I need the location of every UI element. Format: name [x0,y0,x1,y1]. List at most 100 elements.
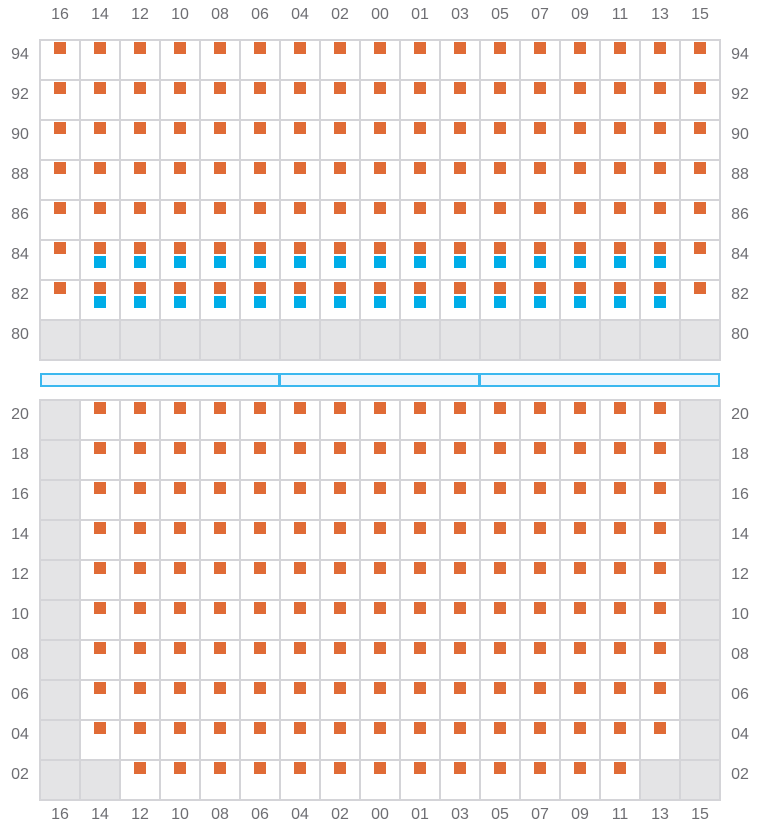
orange-marker[interactable] [414,562,426,574]
orange-marker[interactable] [134,722,146,734]
orange-marker[interactable] [134,162,146,174]
orange-marker[interactable] [454,402,466,414]
orange-marker[interactable] [134,522,146,534]
orange-marker[interactable] [374,162,386,174]
orange-marker[interactable] [654,482,666,494]
orange-marker[interactable] [214,762,226,774]
orange-marker[interactable] [654,42,666,54]
orange-marker[interactable] [374,562,386,574]
orange-marker[interactable] [574,442,586,454]
orange-marker[interactable] [334,42,346,54]
orange-marker[interactable] [694,282,706,294]
orange-marker[interactable] [94,42,106,54]
orange-marker[interactable] [254,482,266,494]
orange-marker[interactable] [534,642,546,654]
orange-marker[interactable] [134,482,146,494]
orange-marker[interactable] [294,82,306,94]
orange-marker[interactable] [454,242,466,254]
orange-marker[interactable] [254,442,266,454]
orange-marker[interactable] [254,282,266,294]
orange-marker[interactable] [54,82,66,94]
orange-marker[interactable] [414,242,426,254]
orange-marker[interactable] [94,482,106,494]
orange-marker[interactable] [54,162,66,174]
orange-marker[interactable] [614,642,626,654]
orange-marker[interactable] [374,642,386,654]
orange-marker[interactable] [494,42,506,54]
orange-marker[interactable] [174,82,186,94]
orange-marker[interactable] [414,202,426,214]
orange-marker[interactable] [614,82,626,94]
orange-marker[interactable] [174,522,186,534]
orange-marker[interactable] [334,682,346,694]
orange-marker[interactable] [174,442,186,454]
orange-marker[interactable] [294,442,306,454]
orange-marker[interactable] [94,642,106,654]
orange-marker[interactable] [534,202,546,214]
blue-marker[interactable] [534,256,546,268]
orange-marker[interactable] [494,762,506,774]
orange-marker[interactable] [534,762,546,774]
blue-marker[interactable] [174,296,186,308]
orange-marker[interactable] [174,402,186,414]
orange-marker[interactable] [614,42,626,54]
orange-marker[interactable] [414,762,426,774]
orange-marker[interactable] [654,722,666,734]
orange-marker[interactable] [494,402,506,414]
orange-marker[interactable] [494,482,506,494]
orange-marker[interactable] [374,122,386,134]
orange-marker[interactable] [454,602,466,614]
orange-marker[interactable] [534,122,546,134]
orange-marker[interactable] [414,42,426,54]
orange-marker[interactable] [414,442,426,454]
orange-marker[interactable] [654,282,666,294]
orange-marker[interactable] [294,682,306,694]
grid-cell[interactable] [519,119,561,161]
blue-marker[interactable] [334,296,346,308]
blue-marker[interactable] [134,296,146,308]
orange-marker[interactable] [94,562,106,574]
grid-cell[interactable] [359,39,401,81]
orange-marker[interactable] [214,682,226,694]
blue-marker[interactable] [574,296,586,308]
orange-marker[interactable] [414,682,426,694]
orange-marker[interactable] [614,682,626,694]
orange-marker[interactable] [214,162,226,174]
orange-marker[interactable] [574,282,586,294]
orange-marker[interactable] [94,242,106,254]
orange-marker[interactable] [294,282,306,294]
orange-marker[interactable] [214,202,226,214]
orange-marker[interactable] [334,762,346,774]
orange-marker[interactable] [134,442,146,454]
orange-marker[interactable] [574,122,586,134]
orange-marker[interactable] [254,722,266,734]
orange-marker[interactable] [174,562,186,574]
orange-marker[interactable] [214,42,226,54]
orange-marker[interactable] [654,642,666,654]
orange-marker[interactable] [134,562,146,574]
orange-marker[interactable] [134,762,146,774]
orange-marker[interactable] [254,202,266,214]
blue-marker[interactable] [294,296,306,308]
orange-marker[interactable] [454,522,466,534]
orange-marker[interactable] [454,122,466,134]
orange-marker[interactable] [214,282,226,294]
orange-marker[interactable] [94,522,106,534]
orange-marker[interactable] [214,242,226,254]
orange-marker[interactable] [254,242,266,254]
orange-marker[interactable] [174,242,186,254]
orange-marker[interactable] [574,162,586,174]
orange-marker[interactable] [574,42,586,54]
blue-marker[interactable] [214,256,226,268]
orange-marker[interactable] [494,202,506,214]
orange-marker[interactable] [574,642,586,654]
orange-marker[interactable] [294,642,306,654]
orange-marker[interactable] [174,282,186,294]
orange-marker[interactable] [614,602,626,614]
orange-marker[interactable] [94,282,106,294]
orange-marker[interactable] [174,682,186,694]
orange-marker[interactable] [694,162,706,174]
orange-marker[interactable] [214,602,226,614]
orange-marker[interactable] [414,402,426,414]
orange-marker[interactable] [694,82,706,94]
